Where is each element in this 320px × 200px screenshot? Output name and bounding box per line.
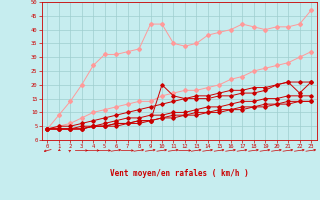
X-axis label: Vent moyen/en rafales ( km/h ): Vent moyen/en rafales ( km/h ) [110,169,249,178]
